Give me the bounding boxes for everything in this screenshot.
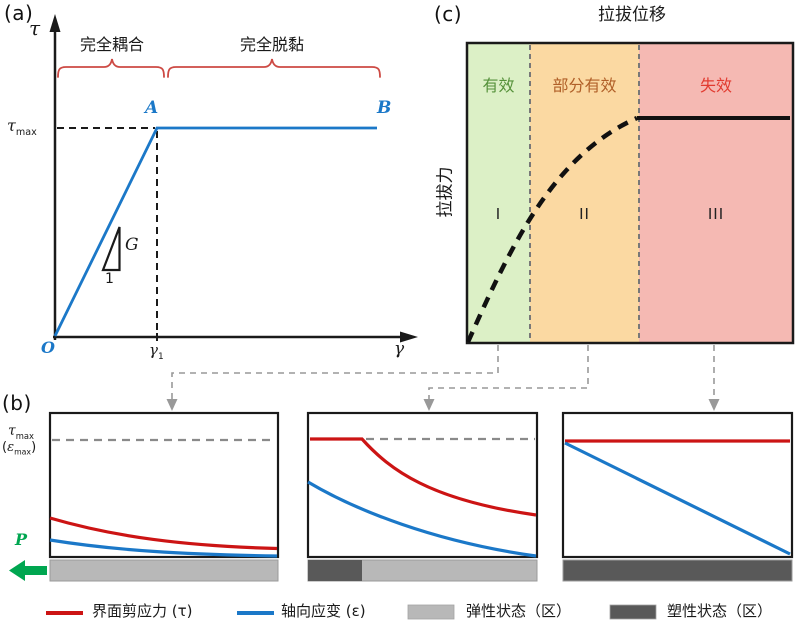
constitutive-curve: [53, 126, 377, 337]
stage3-strain-line: [564, 441, 791, 556]
point-a-label: A: [145, 98, 159, 118]
region-braces: [57, 58, 381, 78]
y-axis-arrow-icon: [49, 14, 61, 32]
b-tau-max-label: τmax: [8, 423, 34, 441]
legend-shear-line-icon: [46, 611, 83, 615]
slope-run-label: 1: [105, 271, 114, 287]
slope-g-label: G: [125, 235, 139, 255]
arrowhead-stage2-icon: [423, 399, 435, 411]
pullout-curve-dashed: [465, 115, 638, 343]
connector-stage2: [428, 345, 589, 400]
panel-c-y-title: 拉拔力: [435, 166, 456, 218]
slope-triangle-icon: [101, 226, 121, 272]
zone-numeral-1: I: [495, 205, 502, 223]
stage3-plastic-bar: [562, 559, 793, 582]
legend-strain-label: 轴向应变 (ε): [281, 602, 366, 620]
legend-strain-line-icon: [237, 611, 274, 615]
stage-connectors: [171, 345, 715, 400]
legend-plastic-swatch-icon: [609, 604, 657, 620]
stage2-plastic-bar: [308, 560, 362, 581]
panel-b-label: (b): [2, 391, 32, 415]
gamma1-label: γ1: [149, 341, 164, 362]
b-eps-max-label: (εmax): [2, 440, 37, 457]
legend-swatches: [46, 604, 657, 620]
panel-c-x-title: 拉拔位移: [598, 5, 666, 25]
stage2-shear-curve: [310, 437, 537, 517]
zone-effective-bg: [467, 43, 530, 343]
panel-c-border: [465, 41, 795, 345]
stage1-box: [48, 411, 280, 559]
zone-numeral-2: II: [579, 205, 590, 223]
legend-shear-label: 界面剪应力 (τ): [92, 602, 193, 620]
origin-label: O: [41, 338, 55, 357]
panel-b-stage3: [561, 411, 794, 582]
panel-c-zones: [465, 41, 795, 345]
zone-failed-bg: [639, 43, 793, 343]
legend-elastic-swatch-icon: [407, 604, 455, 620]
x-axis-arrow-icon: [400, 331, 418, 343]
stage1-strain-curve: [49, 538, 278, 558]
stage1-elastic-bar: [49, 559, 279, 582]
y-axis-label-tau: τ: [29, 16, 41, 40]
zone-partial-label: 部分有效: [552, 76, 617, 95]
zone-effective-label: 有效: [482, 76, 515, 95]
panel-a-label: (a): [4, 1, 34, 25]
panel-a-axes: [49, 14, 418, 343]
pull-direction-arrow-icon: [9, 560, 47, 581]
panel-c-label: (c): [434, 2, 463, 26]
connector-stage1: [171, 345, 499, 400]
arrowhead-stage3-icon: [708, 399, 720, 411]
legend-elastic-label: 弹性状态（区）: [466, 602, 572, 620]
zone-numeral-3: III: [707, 205, 725, 223]
arrowhead-stage1-icon: [166, 399, 178, 411]
x-axis-label-gamma: γ: [394, 339, 405, 359]
stage1-shear-curve: [49, 516, 278, 551]
legend-plastic-label: 塑性状态（区）: [667, 602, 773, 620]
connector-arrowheads: [166, 399, 720, 411]
panel-b-stage1: [48, 411, 280, 582]
zone-failed-label: 失效: [699, 76, 732, 95]
stage2-strain-curve: [307, 480, 537, 558]
pull-force-label: P: [15, 530, 28, 549]
region-debonded-label: 完全脱黏: [239, 35, 304, 54]
region-coupled-label: 完全耦合: [79, 35, 144, 54]
brace-coupled-icon: [57, 58, 165, 78]
zone-partial-bg: [530, 43, 639, 343]
point-b-label: B: [377, 98, 392, 118]
panel-b-stage2: [306, 411, 539, 582]
stage3-box: [561, 411, 794, 559]
tau-max-label: τmax: [7, 116, 37, 139]
brace-debonded-icon: [167, 58, 381, 78]
